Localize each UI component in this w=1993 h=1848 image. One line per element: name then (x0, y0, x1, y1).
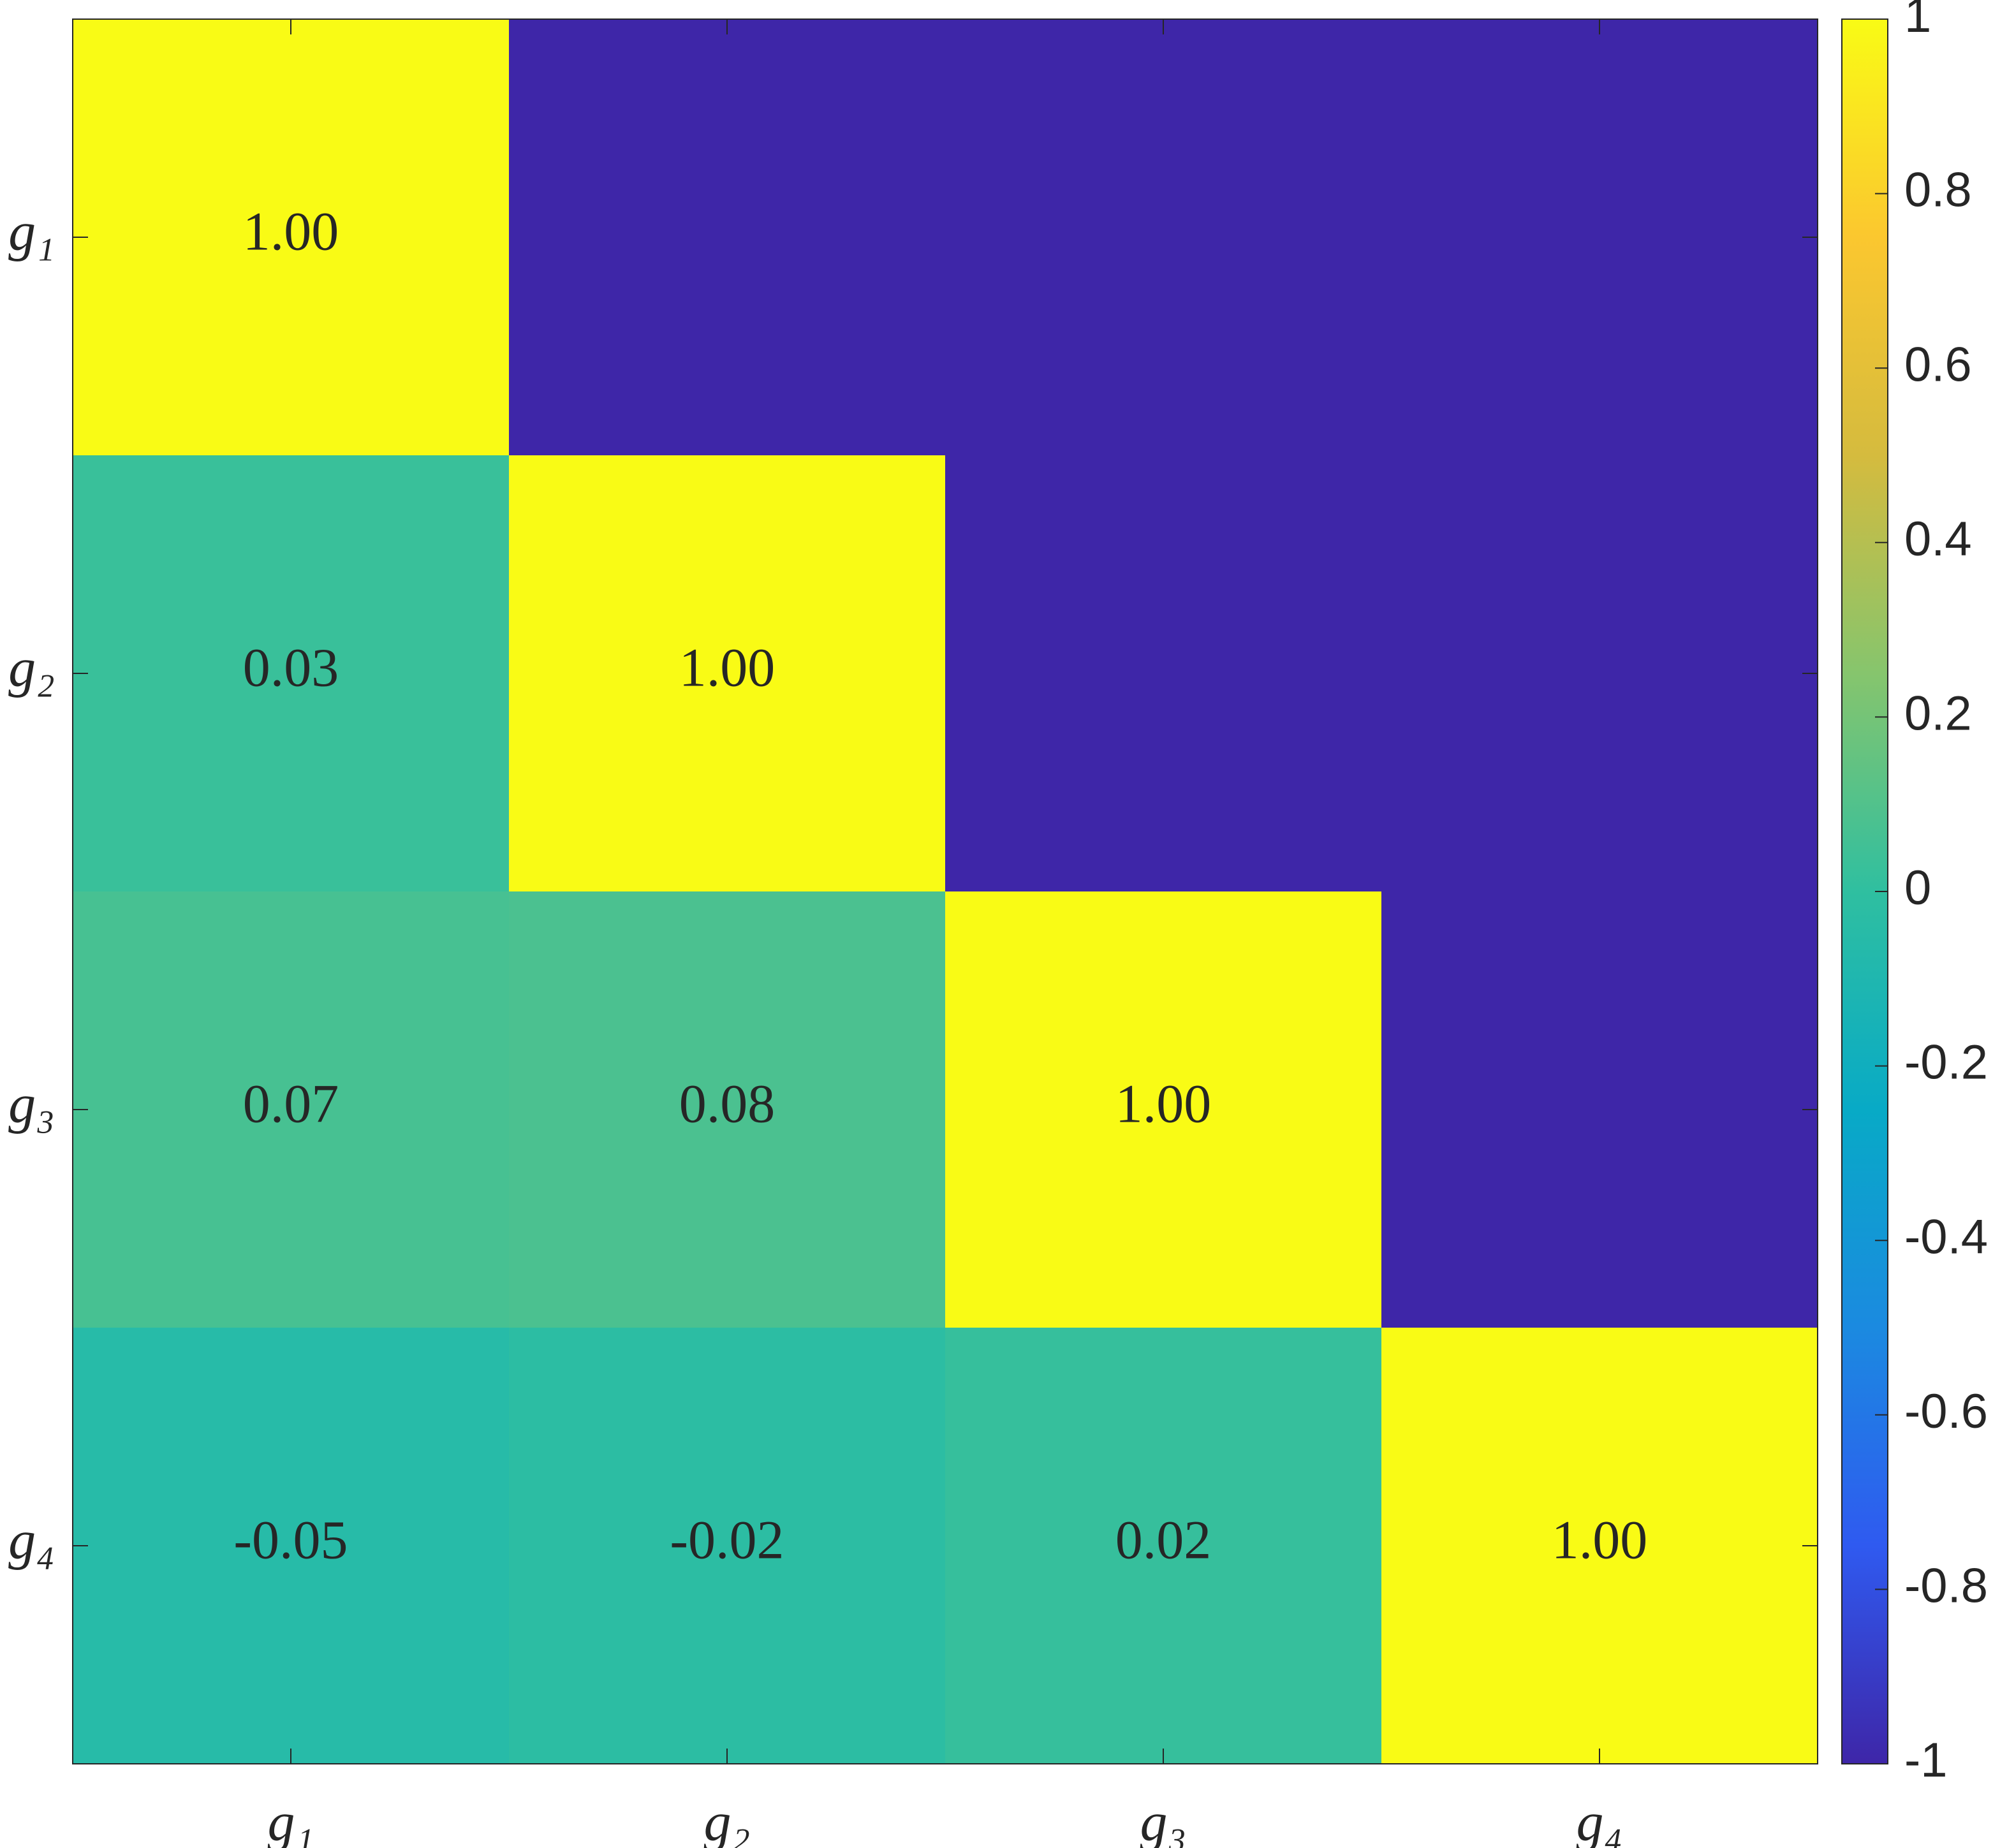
y-tick-label: g₃ (8, 1073, 55, 1134)
colorbar-tick-label: -0.4 (1904, 1210, 1988, 1264)
heatmap-cell (1381, 891, 1818, 1328)
heatmap-cell (945, 1328, 1382, 1764)
cell-label: -0.02 (670, 1509, 784, 1571)
cell-label: -0.05 (233, 1509, 348, 1571)
cell-label: 1.00 (1115, 1073, 1212, 1134)
x-tick-label: g₄ (1577, 1791, 1623, 1848)
cell-label: 1.00 (1552, 1509, 1648, 1571)
heatmap-cell (73, 1328, 510, 1764)
colorbar-tick-label: 0.2 (1904, 686, 1972, 740)
heatmap-cell (509, 19, 946, 456)
heatmap-cell (945, 455, 1382, 892)
colorbar-tick-label: 1 (1904, 0, 1931, 43)
heatmap-cell (1381, 19, 1818, 456)
colorbar-tick-label: -1 (1904, 1733, 1948, 1787)
colorbar-tick-label: -0.2 (1904, 1036, 1988, 1090)
x-tick-label: g₃ (1140, 1791, 1187, 1848)
heatmap-cell (73, 19, 510, 456)
heatmap-cell (1381, 1328, 1818, 1764)
y-tick-label: g₁ (8, 201, 55, 262)
colorbar-tick-label: -0.8 (1904, 1558, 1988, 1613)
cell-label: 1.00 (679, 637, 776, 698)
heatmap-cell (509, 891, 946, 1328)
y-tick-label: g₂ (8, 637, 55, 698)
heatmap-cell (945, 891, 1382, 1328)
colorbar-tick-label: 0 (1904, 861, 1931, 915)
heatmap-cell (73, 891, 510, 1328)
heatmap-cell (1381, 455, 1818, 892)
y-tick-label: g₄ (8, 1509, 55, 1571)
heatmap-cell (73, 455, 510, 892)
cell-label: 1.00 (243, 201, 339, 262)
heatmap-cell (509, 455, 946, 892)
colorbar-tick-label: 0.4 (1904, 512, 1972, 566)
x-tick-label: g₁ (268, 1791, 314, 1848)
x-tick-label: g₂ (704, 1791, 751, 1848)
heatmap-cell (945, 19, 1382, 456)
colorbar-tick-label: 0.8 (1904, 163, 1972, 217)
cell-label: 0.02 (1115, 1509, 1212, 1571)
colorbar-tick-label: 0.6 (1904, 337, 1972, 392)
colorbar-tick-label: -0.6 (1904, 1384, 1988, 1439)
cell-label: 0.08 (679, 1073, 776, 1134)
cell-label: 0.03 (243, 637, 339, 698)
cell-label: 0.07 (243, 1073, 339, 1134)
heatmap-cell (509, 1328, 946, 1764)
axes-frame (72, 18, 1818, 1764)
